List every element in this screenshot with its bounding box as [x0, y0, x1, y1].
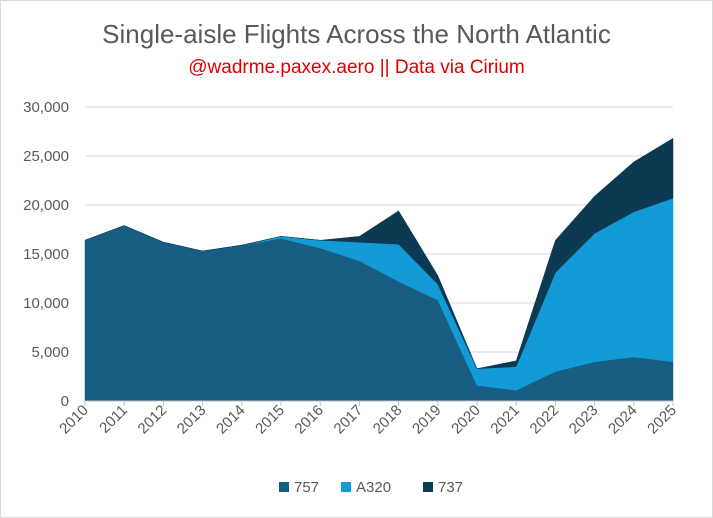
chart-title: Single-aisle Flights Across the North At…	[102, 19, 611, 49]
chart-subtitle: @wadrme.paxex.aero || Data via Cirium	[188, 57, 525, 78]
legend-label-a320: A320	[356, 479, 391, 496]
y-tick-label: 25,000	[23, 148, 69, 165]
x-tick-label: 2022	[527, 402, 563, 438]
y-tick-label: 5,000	[31, 344, 69, 361]
legend-swatch-a320	[341, 482, 351, 492]
x-tick-label: 2015	[252, 402, 288, 438]
y-tick-label: 30,000	[23, 99, 69, 116]
x-tick-label: 2019	[409, 402, 445, 438]
y-tick-label: 15,000	[23, 246, 69, 263]
legend-swatch-757	[279, 482, 289, 492]
legend-swatch-737	[423, 482, 433, 492]
x-tick-label: 2024	[605, 402, 641, 438]
legend-label-737: 737	[438, 479, 463, 496]
x-tick-label: 2020	[448, 402, 484, 438]
x-tick-label: 2017	[331, 402, 367, 438]
y-tick-label: 0	[61, 393, 69, 410]
x-tick-label: 2016	[291, 402, 327, 438]
x-tick-label: 2014	[213, 402, 249, 438]
y-tick-label: 10,000	[23, 295, 69, 312]
x-tick-label: 2012	[135, 402, 171, 438]
x-tick-label: 2018	[370, 402, 406, 438]
y-tick-label: 20,000	[23, 197, 69, 214]
legend-label-757: 757	[294, 479, 319, 496]
x-tick-label: 2025	[644, 402, 680, 438]
x-tick-label: 2011	[96, 402, 131, 437]
x-tick-label: 2023	[566, 402, 602, 438]
x-tick-label: 2013	[174, 402, 210, 438]
x-tick-label: 2021	[487, 402, 523, 438]
series-area-737	[84, 137, 674, 369]
